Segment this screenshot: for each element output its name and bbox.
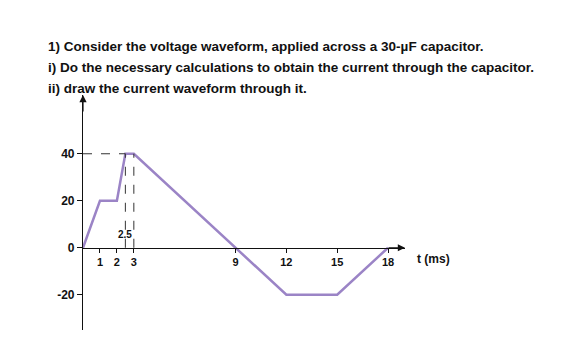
svg-text:15: 15 (331, 256, 343, 268)
html-text:i) Do the necessary calculatio: i) Do the necessary calculations to obta… (48, 60, 535, 75)
html-text:1) Consider the voltage wavefo: 1) Consider the voltage waveform, applie… (48, 39, 484, 54)
svg-text:12: 12 (280, 256, 292, 268)
svg-text:3: 3 (131, 256, 137, 268)
svg-text:t (ms): t (ms) (417, 252, 450, 266)
svg-text:18: 18 (382, 256, 394, 268)
svg-text:2.5: 2.5 (118, 229, 132, 240)
svg-text:40: 40 (61, 147, 75, 161)
svg-text:9: 9 (232, 256, 238, 268)
html-text:ii) draw the current waveform: ii) draw the current waveform through it… (48, 81, 307, 96)
svg-text:1: 1 (97, 256, 103, 268)
svg-text:0: 0 (68, 241, 75, 255)
svg-text:-20: -20 (57, 288, 75, 302)
svg-text:2: 2 (114, 256, 120, 268)
svg-text:20: 20 (61, 194, 75, 208)
